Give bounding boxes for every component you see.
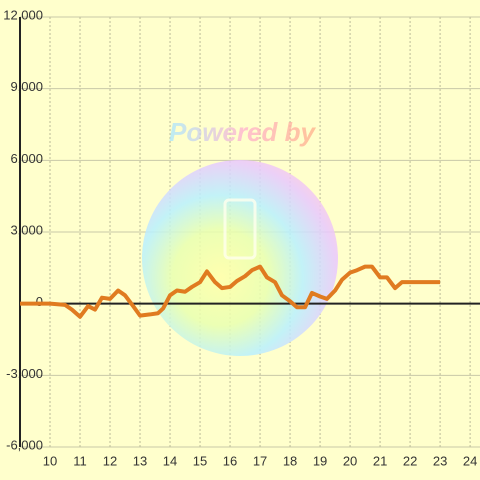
y-tick-label: -6,000 (6, 437, 43, 452)
x-tick-label: 18 (283, 453, 297, 468)
x-tick-label: 15 (193, 453, 207, 468)
x-tick-label: 17 (253, 453, 267, 468)
x-tick-label: 23 (433, 453, 447, 468)
y-tick-label: 3,000 (10, 222, 43, 237)
x-tick-label: 10 (43, 453, 57, 468)
y-tick-label: 6,000 (10, 151, 43, 166)
y-tick-label: -3,000 (6, 366, 43, 381)
logo-icon (223, 198, 257, 260)
x-tick-label: 21 (373, 453, 387, 468)
x-tick-label: 19 (313, 453, 327, 468)
x-tick-label: 12 (103, 453, 117, 468)
watermark: Powered by (169, 117, 316, 147)
line-series (20, 264, 441, 319)
x-tick-label: 14 (163, 453, 177, 468)
x-tick-label: 13 (133, 453, 147, 468)
x-tick-label: 11 (73, 453, 87, 468)
x-tick-label: 22 (403, 453, 417, 468)
plot: -6,000 -3,000 0 3,000 6,000 9,000 12,000 10 11 12… (3, 7, 480, 468)
y-tick-label: 12,000 (3, 7, 43, 22)
y-tick-label: 9,000 (10, 79, 43, 94)
x-tick-label: 20 (343, 453, 357, 468)
y-tick-label: 0 (36, 294, 43, 309)
x-tick-label: 24 (463, 453, 477, 468)
x-tick-label: 16 (223, 453, 237, 468)
